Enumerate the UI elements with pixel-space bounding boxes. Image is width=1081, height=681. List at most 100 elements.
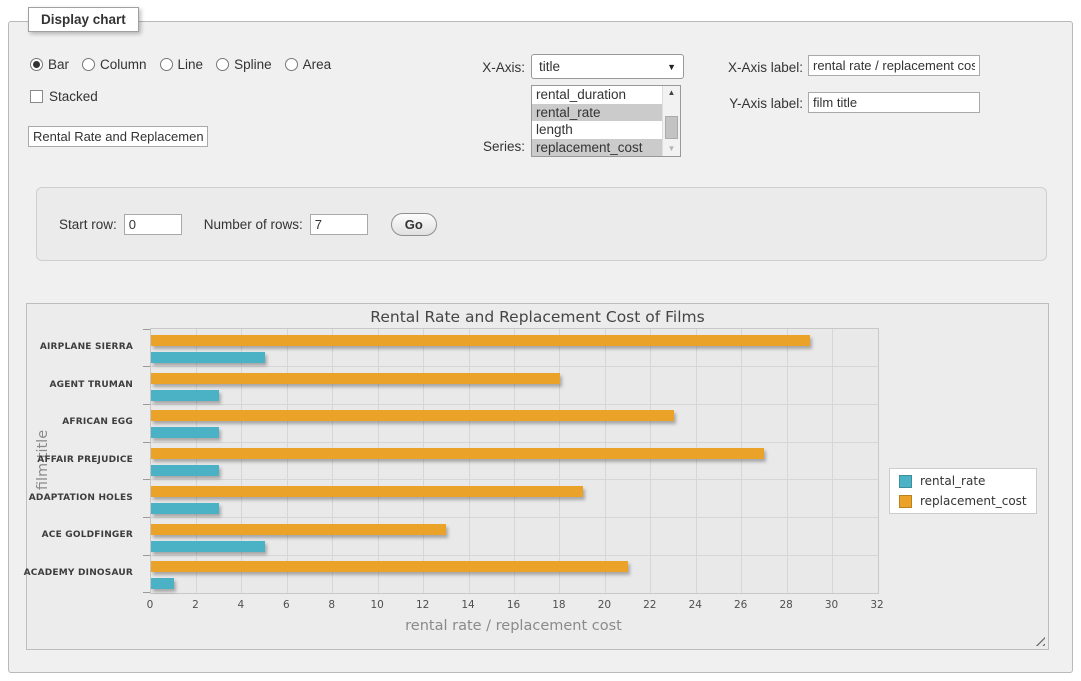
fieldset-legend: Display chart xyxy=(28,7,139,32)
x-tick-label: 12 xyxy=(415,599,430,611)
vertical-gridline xyxy=(468,329,470,593)
horizontal-gridline xyxy=(151,403,878,405)
rows-panel: Start row: Number of rows: Go xyxy=(36,187,1047,261)
bar-replacement_cost xyxy=(151,372,560,384)
category-label: ACADEMY DINOSAUR xyxy=(23,568,133,579)
x-tick-labels: 0 2 4 6 8 10 12 14 16 18 20 22 24 26 28 30 32 xyxy=(146,599,884,613)
bar-rental_rate xyxy=(151,427,220,439)
series-option-rental_rate[interactable]: rental_rate xyxy=(532,103,662,121)
start-row-label: Start row: xyxy=(59,216,117,232)
category-label: ADAPTATION HOLES xyxy=(28,492,133,503)
horizontal-gridline xyxy=(151,441,878,443)
bar-rental_rate xyxy=(151,389,220,401)
vertical-gridline xyxy=(423,329,425,593)
series-options: rental_duration rental_rate length replacem… xyxy=(532,86,662,156)
bar-rental_rate xyxy=(151,502,220,514)
scroll-up-icon[interactable]: ▲ xyxy=(667,88,676,97)
vertical-gridline xyxy=(786,329,788,593)
start-row-input[interactable] xyxy=(123,213,182,235)
series-option-replacement_cost[interactable]: replacement_cost xyxy=(532,138,662,156)
bar-replacement_cost xyxy=(151,523,447,535)
chevron-down-icon: ▼ xyxy=(667,61,676,72)
x-axis-select-label: X-Axis: xyxy=(482,60,525,75)
chart-type-option-column[interactable]: Column xyxy=(82,57,147,72)
resize-handle-icon[interactable] xyxy=(1034,635,1045,646)
vertical-gridline xyxy=(695,329,697,593)
horizontal-gridline xyxy=(151,554,878,556)
chart-panel: Rental Rate and Replacement Cost of Film… xyxy=(23,303,1049,650)
vertical-gridline xyxy=(832,329,834,593)
scrollbar-thumb[interactable] xyxy=(665,116,678,139)
category-label: AFFAIR PREJUDICE xyxy=(37,454,133,465)
bar-replacement_cost xyxy=(151,410,674,422)
x-tick-label: 2 xyxy=(192,599,199,611)
number-of-rows-label: Number of rows: xyxy=(203,216,303,232)
x-tick-label: 16 xyxy=(506,599,521,611)
vertical-gridline xyxy=(377,329,379,593)
radio-icon xyxy=(82,58,96,71)
scroll-down-icon[interactable]: ▼ xyxy=(667,144,676,153)
vertical-gridline xyxy=(650,329,652,593)
chart-type-option-spline[interactable]: Spline xyxy=(216,57,272,72)
series-multiselect[interactable]: rental_duration rental_rate length replacem… xyxy=(531,85,681,157)
x-axis-title: rental rate / replacement cost xyxy=(405,618,622,634)
plot-area xyxy=(143,328,879,594)
legend-item: rental_rate xyxy=(899,474,1027,488)
legend-label: rental_rate xyxy=(920,474,986,488)
stacked-checkbox[interactable] xyxy=(30,90,43,103)
chart-type-option-bar[interactable]: Bar xyxy=(30,57,69,72)
vertical-gridline xyxy=(559,329,561,593)
go-button[interactable]: Go xyxy=(390,212,437,236)
radio-icon xyxy=(284,58,298,71)
x-tick-label: 28 xyxy=(779,599,793,611)
x-tick-label: 10 xyxy=(370,599,384,611)
chart-legend: rental_rate replacement_cost xyxy=(889,468,1037,514)
x-tick-label: 24 xyxy=(688,599,702,611)
legend-item: replacement_cost xyxy=(899,494,1027,508)
horizontal-gridline xyxy=(151,366,878,368)
x-tick-label: 8 xyxy=(328,599,336,611)
vertical-gridline xyxy=(195,329,197,593)
y-axis-label-field-label: Y-Axis label: xyxy=(729,96,803,111)
chart-title-input[interactable] xyxy=(28,126,208,147)
chart-type-option-area[interactable]: Area xyxy=(284,57,331,72)
x-tick-label: 4 xyxy=(237,599,245,611)
chart-type-option-line[interactable]: Line xyxy=(159,57,203,72)
legend-label: replacement_cost xyxy=(920,494,1027,508)
y-axis-tick xyxy=(143,403,150,405)
category-label: AIRPLANE SIERRA xyxy=(39,341,133,352)
y-axis-label-input[interactable] xyxy=(808,92,980,113)
number-of-rows-input[interactable] xyxy=(309,213,368,235)
category-label: AFRICAN EGG xyxy=(62,417,133,428)
bar-rental_rate xyxy=(151,352,265,363)
x-tick-label: 30 xyxy=(824,599,839,611)
series-option-length[interactable]: length xyxy=(536,122,573,137)
vertical-gridline xyxy=(286,329,288,593)
legend-swatch xyxy=(899,474,912,488)
x-tick-label: 20 xyxy=(597,599,612,611)
x-tick-label: 32 xyxy=(870,599,884,611)
y-axis-tick xyxy=(143,554,150,556)
x-axis-select[interactable]: title ▼ xyxy=(531,54,684,79)
vertical-gridline xyxy=(241,329,243,593)
series-select-label: Series: xyxy=(482,139,525,154)
y-axis-tick xyxy=(143,366,150,368)
series-scrollbar[interactable]: ▲ ▼ xyxy=(662,86,680,156)
x-tick-label: 0 xyxy=(146,599,154,611)
stacked-checkbox-row[interactable]: Stacked xyxy=(30,89,98,104)
x-tick-label: 22 xyxy=(643,599,657,611)
series-option-rental_duration[interactable]: rental_duration xyxy=(536,87,627,102)
horizontal-gridline xyxy=(151,517,878,519)
category-label: ACE GOLDFINGER xyxy=(41,530,133,541)
x-tick-label: 14 xyxy=(461,599,475,611)
bar-replacement_cost xyxy=(151,448,765,460)
bar-replacement_cost xyxy=(151,485,583,497)
y-axis-tick xyxy=(143,592,150,593)
vertical-gridline xyxy=(332,329,334,593)
radio-option-label: Spline xyxy=(234,57,272,72)
x-axis-label-field-label: X-Axis label: xyxy=(727,60,803,75)
bar-replacement_cost xyxy=(151,561,629,573)
x-axis-label-input[interactable] xyxy=(808,55,980,76)
category-labels: AIRPLANE SIERRA AGENT TRUMAN AFRICAN EGG AF… xyxy=(23,328,143,592)
